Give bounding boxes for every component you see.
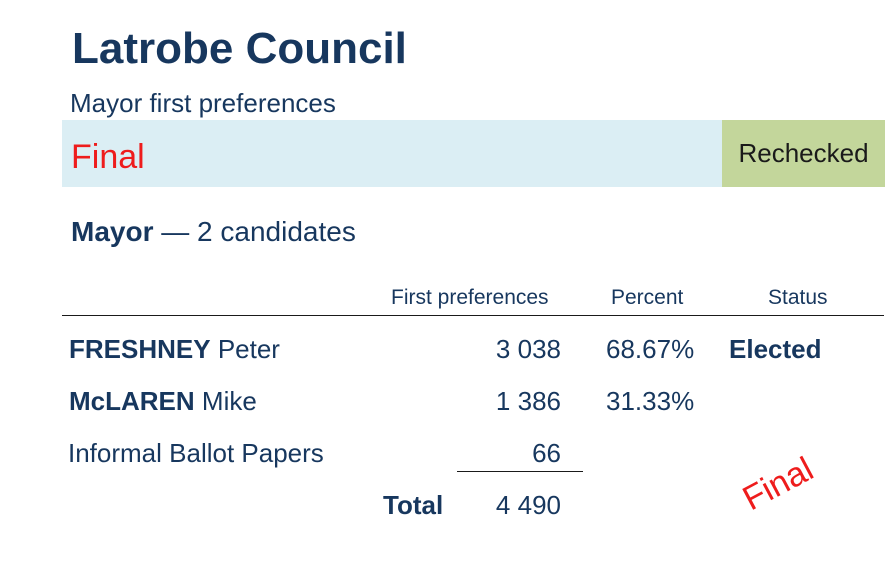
candidate-votes: 3 038 [495, 334, 561, 364]
sum-rule [457, 471, 583, 472]
column-header-status: Status [768, 286, 828, 309]
total-votes: 4 490 [495, 490, 561, 520]
candidate-given-name: Mike [201, 386, 257, 416]
candidate-name: FRESHNEY Peter [69, 334, 280, 364]
column-header-percent: Percent [611, 286, 684, 309]
candidate-percent: 31.33% [606, 386, 695, 416]
informal-votes: 66 [532, 438, 561, 468]
candidate-surname: McLAREN [69, 386, 195, 416]
total-label: Total [383, 490, 444, 520]
section-heading: Mayor — 2 candidates [71, 216, 356, 248]
banner-status-text: Final [71, 138, 145, 176]
page-subtitle: Mayor first preferences [70, 88, 336, 118]
table-header-rule [62, 315, 884, 316]
rechecked-badge: Rechecked [722, 120, 885, 187]
candidate-status: Elected [729, 334, 822, 364]
status-banner [62, 120, 722, 187]
candidate-given-name: Peter [217, 334, 280, 364]
office-name: Mayor [71, 216, 154, 247]
final-stamp: Final [736, 449, 820, 519]
page-title: Latrobe Council [72, 24, 407, 73]
candidate-name: McLAREN Mike [69, 386, 257, 416]
section-dash: — [161, 216, 190, 247]
column-header-first-preferences: First preferences [391, 286, 549, 309]
candidate-percent: 68.67% [606, 334, 695, 364]
candidate-count: 2 candidates [197, 216, 356, 247]
informal-label: Informal Ballot Papers [68, 438, 324, 468]
candidate-votes: 1 386 [495, 386, 561, 416]
candidate-surname: FRESHNEY [69, 334, 211, 364]
